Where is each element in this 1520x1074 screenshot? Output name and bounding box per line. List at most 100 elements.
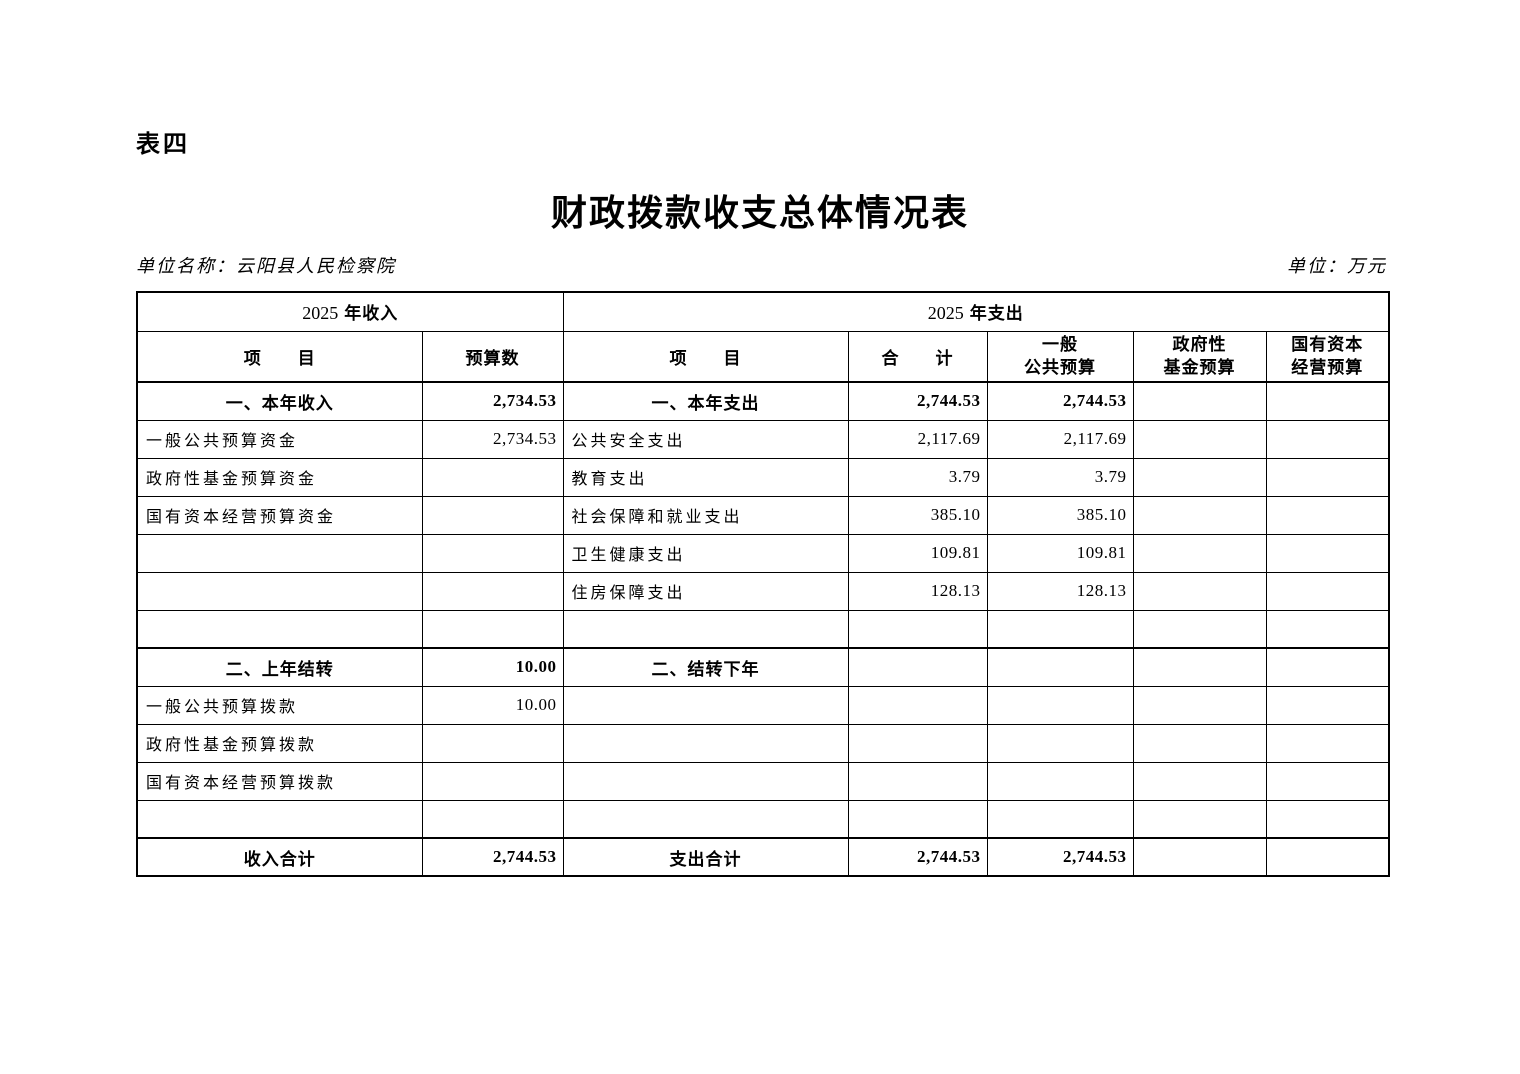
expenditure-item-cell: 支出合计: [562, 837, 849, 877]
table-row: [136, 799, 1390, 839]
table-row: 一般公共预算资金 2,734.53 公共安全支出 2,117.69 2,117.…: [136, 419, 1390, 459]
general-budget-cell: [986, 799, 1134, 839]
budget-cell: [421, 761, 564, 801]
table-row: 政府性基金预算拨款: [136, 723, 1390, 763]
gov-fund-cell: [1132, 457, 1267, 497]
column-header-row: 项 目 预算数 项 目 合 计 一般 公共预算 政府性 基金预算 国有资本 经营…: [136, 330, 1390, 383]
total-cell: 128.13: [847, 571, 988, 611]
budget-cell: 10.00: [421, 685, 564, 725]
expenditure-item-cell: 教育支出: [562, 457, 849, 497]
table-row: 国有资本经营预算拨款: [136, 761, 1390, 801]
general-budget-cell: 109.81: [986, 533, 1134, 573]
table-row: 住房保障支出 128.13 128.13: [136, 571, 1390, 611]
state-capital-cell: [1265, 495, 1390, 535]
income-item-cell: 二、上年结转: [136, 647, 423, 687]
general-budget-cell: [986, 609, 1134, 649]
general-budget-cell: [986, 723, 1134, 763]
budget-cell: [421, 799, 564, 839]
budget-cell: [421, 457, 564, 497]
budget-cell: [421, 723, 564, 763]
expenditure-group-label: 年支出: [969, 304, 1024, 324]
total-cell: 2,744.53: [847, 837, 988, 877]
expenditure-item-cell: 一、本年支出: [562, 381, 849, 421]
state-capital-cell: [1265, 647, 1390, 687]
col-header-state-line1: 国有资本: [1291, 334, 1364, 354]
state-capital-cell: [1265, 799, 1390, 839]
col-header-budget: 预算数: [421, 330, 564, 383]
state-capital-cell: [1265, 457, 1390, 497]
col-header-total: 合 计: [847, 330, 988, 383]
total-cell: 2,117.69: [847, 419, 988, 459]
table-row: 卫生健康支出 109.81 109.81: [136, 533, 1390, 573]
budget-cell: [421, 495, 564, 535]
total-cell: [847, 799, 988, 839]
page-title: 财政拨款收支总体情况表: [550, 193, 969, 233]
gov-fund-cell: [1132, 761, 1267, 801]
col-header-gov-line2: 基金预算: [1163, 358, 1236, 378]
table-row: 一般公共预算拨款 10.00: [136, 685, 1390, 725]
total-cell: [847, 609, 988, 649]
general-budget-cell: [986, 685, 1134, 725]
fiscal-appropriation-table: 2025 年收入 2025 年支出 项 目 预算数 项 目 合 计 一般 公共预算 …: [136, 291, 1390, 877]
col-header-state-capital: 国有资本 经营预算: [1265, 330, 1390, 383]
income-item-cell: 政府性基金预算拨款: [136, 723, 423, 763]
meta-row: 单位名称：云阳县人民检察院 单位：万元: [136, 252, 1387, 278]
income-item-cell: 一般公共预算资金: [136, 419, 423, 459]
expenditure-year: 2025: [927, 303, 964, 324]
income-item-cell: 一、本年收入: [136, 381, 423, 421]
col-header-gov-fund: 政府性 基金预算: [1132, 330, 1267, 383]
col-header-gov-line1: 政府性: [1172, 334, 1227, 354]
income-item-cell: [136, 609, 423, 649]
expenditure-item-cell: 公共安全支出: [562, 419, 849, 459]
table-row: 二、上年结转 10.00 二、结转下年: [136, 647, 1390, 687]
income-item-cell: 政府性基金预算资金: [136, 457, 423, 497]
general-budget-cell: [986, 647, 1134, 687]
general-budget-cell: 128.13: [986, 571, 1134, 611]
income-year: 2025: [302, 303, 339, 324]
gov-fund-cell: [1132, 799, 1267, 839]
budget-cell: [421, 571, 564, 611]
budget-cell: 10.00: [421, 647, 564, 687]
col-header-general-line1: 一般: [1042, 334, 1078, 354]
currency-unit-label: 单位：万元: [1287, 256, 1387, 276]
col-header-general-budget: 一般 公共预算: [986, 330, 1134, 383]
total-cell: 109.81: [847, 533, 988, 573]
table-row: 一、本年收入 2,734.53 一、本年支出 2,744.53 2,744.53: [136, 381, 1390, 421]
general-budget-cell: 385.10: [986, 495, 1134, 535]
expenditure-item-cell: 住房保障支出: [562, 571, 849, 611]
total-cell: 2,744.53: [847, 381, 988, 421]
income-item-cell: 国有资本经营预算资金: [136, 495, 423, 535]
general-budget-cell: 2,744.53: [986, 381, 1134, 421]
state-capital-cell: [1265, 837, 1390, 877]
income-group-label: 年收入: [344, 304, 399, 324]
gov-fund-cell: [1132, 571, 1267, 611]
income-item-cell: 国有资本经营预算拨款: [136, 761, 423, 801]
state-capital-cell: [1265, 609, 1390, 649]
gov-fund-cell: [1132, 419, 1267, 459]
budget-cell: 2,734.53: [421, 381, 564, 421]
income-item-cell: [136, 571, 423, 611]
col-header-income-item: 项 目: [136, 330, 423, 383]
col-header-state-line2: 经营预算: [1291, 358, 1364, 378]
table-row: [136, 609, 1390, 649]
col-header-exp-item: 项 目: [562, 330, 849, 383]
total-cell: [847, 647, 988, 687]
expenditure-item-cell: 卫生健康支出: [562, 533, 849, 573]
group-header-row: 2025 年收入 2025 年支出: [136, 291, 1390, 332]
total-cell: [847, 723, 988, 763]
expenditure-group-header: 2025 年支出: [562, 291, 1390, 332]
gov-fund-cell: [1132, 647, 1267, 687]
general-budget-cell: 2,744.53: [986, 837, 1134, 877]
budget-cell: [421, 609, 564, 649]
state-capital-cell: [1265, 381, 1390, 421]
expenditure-item-cell: 社会保障和就业支出: [562, 495, 849, 535]
budget-cell: [421, 533, 564, 573]
expenditure-item-cell: [562, 799, 849, 839]
gov-fund-cell: [1132, 495, 1267, 535]
gov-fund-cell: [1132, 837, 1267, 877]
total-cell: [847, 685, 988, 725]
gov-fund-cell: [1132, 609, 1267, 649]
unit-name-label: 单位名称：云阳县人民检察院: [136, 256, 396, 276]
gov-fund-cell: [1132, 685, 1267, 725]
